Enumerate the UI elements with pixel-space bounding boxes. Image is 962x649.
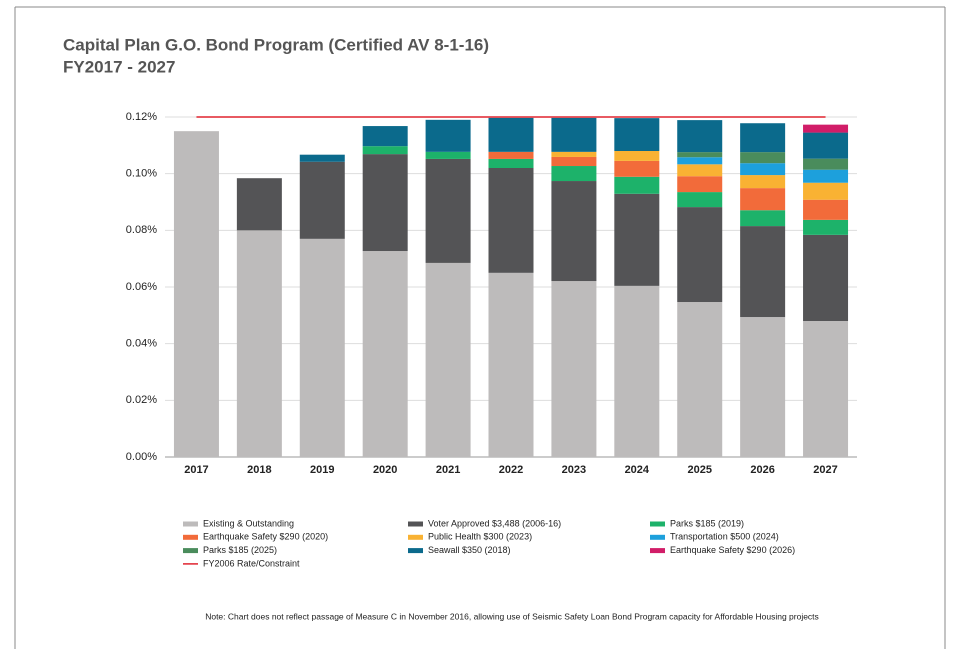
bar-segment [299, 154, 345, 162]
bar-segment [803, 158, 849, 170]
bar-segment [551, 156, 597, 167]
bar-segment [488, 158, 534, 168]
bar-segment [173, 131, 219, 457]
legend-label: FY2006 Rate/Constraint [203, 558, 300, 568]
bar-segment [740, 123, 786, 153]
bar-segment [488, 151, 534, 159]
bar-segment [614, 160, 660, 177]
bar-segment [614, 285, 660, 457]
x-tick-label: 2025 [687, 464, 711, 476]
legend-label: Seawall $350 (2018) [428, 545, 511, 555]
legend-swatch [183, 534, 198, 540]
bar-segment [803, 124, 849, 133]
bar-segment [425, 262, 471, 457]
x-tick-label: 2024 [625, 464, 650, 476]
legend-label: Transportation $500 (2024) [670, 532, 779, 542]
bar-segment [614, 151, 660, 161]
bar-segment [614, 118, 660, 151]
bar-segment [362, 251, 408, 457]
bar-segment [425, 151, 471, 159]
legend-swatch [408, 548, 423, 554]
legend-swatch [650, 534, 665, 540]
legend-label: Parks $185 (2025) [203, 545, 277, 555]
bar-segment [299, 238, 345, 457]
bar-segment [677, 302, 723, 457]
bar-segment [803, 182, 849, 200]
bar-segment [677, 157, 723, 165]
legend-label: Earthquake Safety $290 (2020) [203, 532, 328, 542]
bar-segment [803, 199, 849, 220]
x-tick-label: 2022 [499, 464, 523, 476]
y-tick-label: 0.06% [126, 281, 157, 293]
bar-segment [551, 151, 597, 157]
bar-segment [551, 181, 597, 282]
bar-segment [677, 176, 723, 193]
x-tick-label: 2021 [436, 464, 460, 476]
bar-segment [677, 207, 723, 303]
bar-segment [551, 281, 597, 457]
x-tick-label: 2018 [247, 464, 271, 476]
bar-segment [803, 321, 849, 457]
bar-segment [551, 166, 597, 182]
bar-segment [677, 164, 723, 177]
y-tick-label: 0.08% [126, 224, 157, 236]
y-tick-label: 0.12% [126, 111, 157, 123]
legend-swatch [650, 548, 665, 554]
bar-segment [614, 193, 660, 286]
bar-segment [740, 175, 786, 189]
bar-segment [803, 219, 849, 235]
bar-segment [236, 230, 282, 457]
bar-segment [803, 132, 849, 159]
bar-segment [677, 120, 723, 153]
bar-segment [740, 210, 786, 227]
bar-segment [803, 234, 849, 321]
chart-subtitle: FY2017 - 2027 [63, 57, 175, 76]
legend-swatch [183, 521, 198, 527]
note: Note: Chart does not reflect passage of … [205, 611, 819, 621]
bar-segment [488, 117, 534, 152]
bar-segment [425, 119, 471, 152]
chart-title: Capital Plan G.O. Bond Program (Certifie… [63, 35, 489, 54]
bar-segment [740, 152, 786, 164]
bar-segment [551, 117, 597, 152]
legend-label: Existing & Outstanding [203, 518, 294, 528]
bar-segment [740, 226, 786, 318]
bar-segment [488, 168, 534, 273]
bar-segment [740, 317, 786, 457]
y-tick-label: 0.02% [126, 394, 157, 406]
bar-segment [425, 158, 471, 263]
x-tick-label: 2020 [373, 464, 397, 476]
bar-segment [488, 272, 534, 457]
bar-segment [362, 146, 408, 155]
legend-label: Public Health $300 (2023) [428, 532, 532, 542]
bar-segment [740, 163, 786, 176]
legend-label: Voter Approved $3,488 (2006-16) [428, 518, 561, 528]
y-tick-label: 0.10% [126, 168, 157, 180]
x-tick-label: 2017 [184, 464, 208, 476]
legend-swatch [650, 521, 665, 527]
x-tick-label: 2023 [562, 464, 586, 476]
x-tick-label: 2019 [310, 464, 334, 476]
bar-segment [677, 152, 723, 158]
y-tick-label: 0.00% [126, 451, 157, 463]
x-tick-label: 2027 [813, 464, 837, 476]
bar-segment [677, 192, 723, 208]
bar-segment [803, 169, 849, 183]
legend-label: Earthquake Safety $290 (2026) [670, 545, 795, 555]
bar-segment [614, 176, 660, 194]
bar-segment [299, 161, 345, 239]
legend-label: Parks $185 (2019) [670, 518, 744, 528]
bar-segment [740, 188, 786, 211]
x-tick-label: 2026 [750, 464, 774, 476]
legend-swatch [408, 521, 423, 527]
legend-swatch [408, 534, 423, 540]
y-tick-label: 0.04% [126, 338, 157, 350]
bar-segment [362, 154, 408, 252]
legend-swatch [183, 548, 198, 554]
bar-segment [362, 126, 408, 147]
bar-segment [236, 178, 282, 231]
